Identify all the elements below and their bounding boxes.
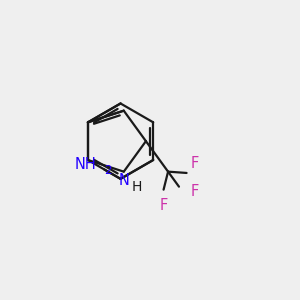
Text: N: N	[118, 173, 129, 188]
Text: H: H	[132, 180, 142, 194]
Text: 2: 2	[104, 164, 112, 177]
Text: F: F	[159, 198, 168, 213]
Text: NH: NH	[74, 157, 96, 172]
Text: F: F	[190, 156, 199, 171]
Text: F: F	[190, 184, 198, 200]
